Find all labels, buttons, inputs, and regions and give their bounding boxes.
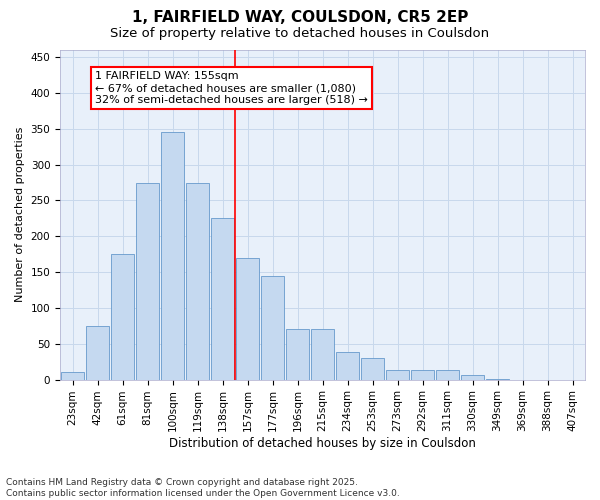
Bar bbox=[436, 370, 459, 380]
Bar bbox=[311, 330, 334, 380]
Bar bbox=[111, 254, 134, 380]
Bar bbox=[261, 276, 284, 380]
Text: 1, FAIRFIELD WAY, COULSDON, CR5 2EP: 1, FAIRFIELD WAY, COULSDON, CR5 2EP bbox=[132, 10, 468, 25]
Bar bbox=[161, 132, 184, 380]
Bar bbox=[236, 258, 259, 380]
Text: Size of property relative to detached houses in Coulsdon: Size of property relative to detached ho… bbox=[110, 28, 490, 40]
Y-axis label: Number of detached properties: Number of detached properties bbox=[15, 127, 25, 302]
Bar bbox=[486, 379, 509, 380]
Bar bbox=[136, 182, 159, 380]
Bar bbox=[86, 326, 109, 380]
X-axis label: Distribution of detached houses by size in Coulsdon: Distribution of detached houses by size … bbox=[169, 437, 476, 450]
Bar bbox=[61, 372, 84, 380]
Bar bbox=[336, 352, 359, 380]
Bar bbox=[211, 218, 234, 380]
Bar bbox=[461, 374, 484, 380]
Text: Contains HM Land Registry data © Crown copyright and database right 2025.
Contai: Contains HM Land Registry data © Crown c… bbox=[6, 478, 400, 498]
Bar bbox=[386, 370, 409, 380]
Bar bbox=[286, 330, 309, 380]
Bar bbox=[186, 182, 209, 380]
Text: 1 FAIRFIELD WAY: 155sqm
← 67% of detached houses are smaller (1,080)
32% of semi: 1 FAIRFIELD WAY: 155sqm ← 67% of detache… bbox=[95, 72, 368, 104]
Bar bbox=[411, 370, 434, 380]
Bar bbox=[361, 358, 384, 380]
